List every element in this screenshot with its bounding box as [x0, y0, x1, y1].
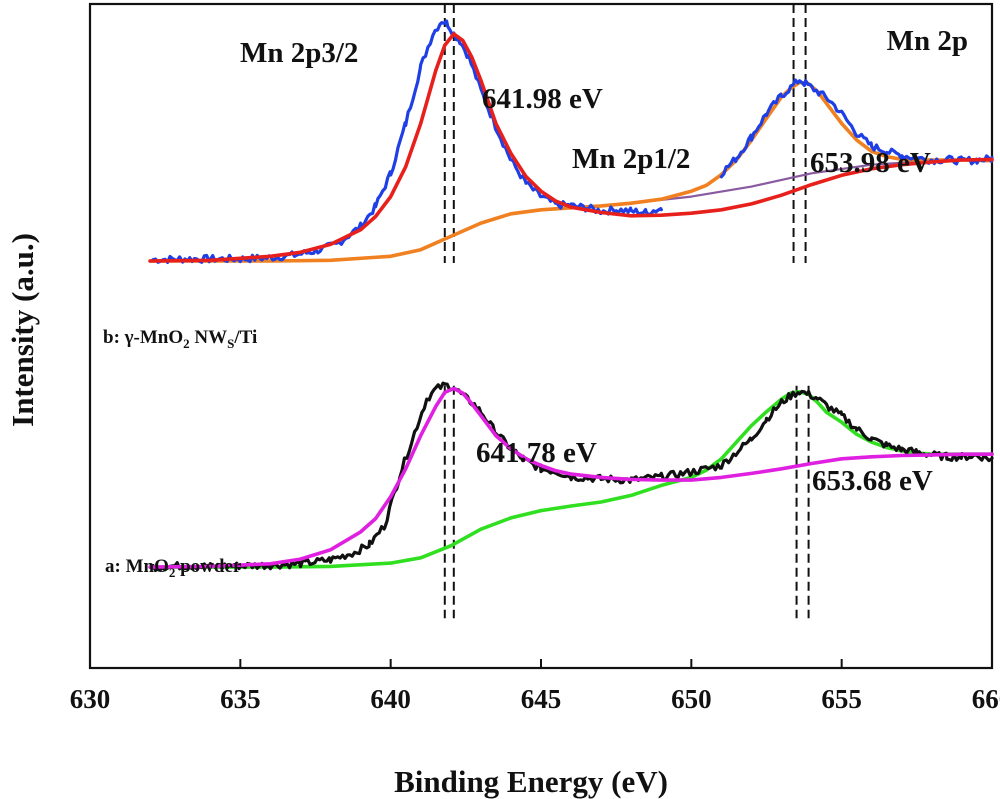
x-tick-label-660: 660 — [972, 684, 1000, 714]
x-tick-label-655: 655 — [821, 684, 862, 714]
curve-b-experimental-2p1-2 — [719, 78, 994, 179]
curve-a-experimental — [151, 381, 994, 573]
peak-energy-a-2p3-2: 641.78 eV — [476, 437, 597, 469]
peak-energy-b-2p3-2: 641.98 eV — [482, 83, 603, 115]
y-axis-title: Intensity (a.u.) — [5, 233, 40, 427]
x-tick-label-650: 650 — [671, 684, 712, 714]
peak-label-2p3-2: Mn 2p3/2 — [240, 37, 358, 69]
peak-energy-b-2p1-2: 653.98 eV — [810, 147, 931, 179]
x-tick-label-635: 635 — [220, 684, 261, 714]
sample-label-a: a: MnO2 powder — [105, 556, 242, 580]
x-tick-label-630: 630 — [70, 684, 111, 714]
x-tick-label-640: 640 — [370, 684, 411, 714]
x-tick-label-645: 645 — [521, 684, 562, 714]
spectra — [148, 19, 994, 573]
sample-label-b: b: γ-MnO2 NWS/Ti — [103, 327, 257, 351]
curve-b-experimental — [151, 19, 663, 264]
x-axis: 630 635 640 645 650 655 660 — [70, 659, 1000, 714]
x-axis-title: Binding Energy (eV) — [394, 764, 668, 799]
peak-energy-a-2p1-2: 653.68 eV — [812, 465, 933, 497]
curve-b-fit-2p3-2 — [148, 32, 994, 263]
curve-a-fit-2p1-2 — [148, 390, 994, 569]
panel-label: Mn 2p — [887, 25, 968, 57]
peak-label-2p1-2: Mn 2p1/2 — [572, 143, 690, 175]
curve-a-fit-2p3-2 — [148, 386, 994, 569]
